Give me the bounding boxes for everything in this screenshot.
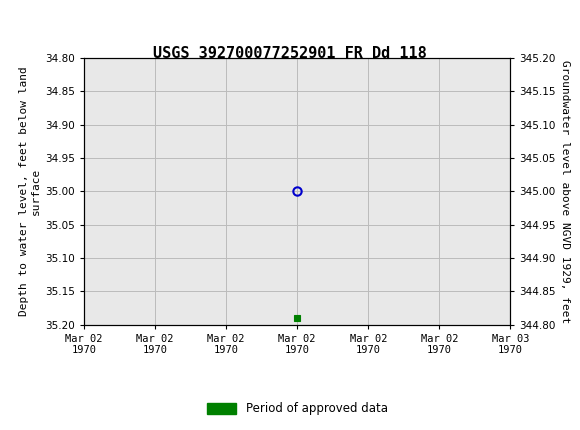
- Y-axis label: Groundwater level above NGVD 1929, feet: Groundwater level above NGVD 1929, feet: [560, 60, 570, 323]
- Legend: Period of approved data: Period of approved data: [202, 398, 393, 420]
- Y-axis label: Depth to water level, feet below land
surface: Depth to water level, feet below land su…: [20, 67, 41, 316]
- Text: USGS 392700077252901 FR Dd 118: USGS 392700077252901 FR Dd 118: [153, 46, 427, 61]
- Text: ≡USGS: ≡USGS: [9, 14, 79, 31]
